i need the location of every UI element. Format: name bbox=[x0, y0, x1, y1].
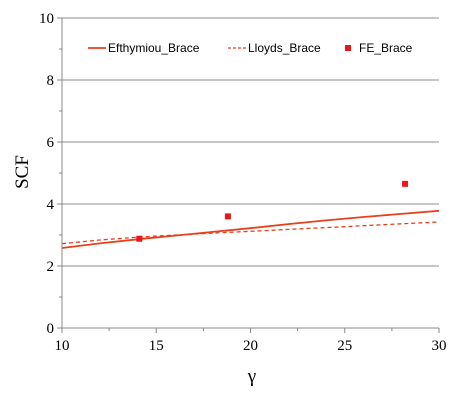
y-tick-label: 0 bbox=[47, 321, 55, 337]
ticks: 0 2 4 6 8 10 10 15 20 25 30 bbox=[39, 11, 447, 354]
y-tick-label: 6 bbox=[47, 135, 55, 151]
y-tick-label: 4 bbox=[47, 197, 55, 213]
efthymiou-brace-line bbox=[61, 209, 440, 249]
legend-label: Lloyds_Brace bbox=[248, 41, 321, 55]
x-tick-label: 30 bbox=[432, 338, 447, 354]
legend: Efthymiou_Brace Lloyds_Brace FE_Brace bbox=[88, 41, 413, 55]
y-tick-label: 8 bbox=[47, 73, 55, 89]
x-tick-label: 20 bbox=[243, 338, 258, 354]
plot-area bbox=[62, 18, 439, 328]
fe-brace-point bbox=[136, 235, 143, 242]
x-tick-label: 15 bbox=[149, 338, 164, 354]
y-tick-label: 10 bbox=[39, 11, 54, 27]
y-tick-label: 2 bbox=[47, 259, 55, 275]
legend-label: Efthymiou_Brace bbox=[108, 41, 200, 55]
series-layer bbox=[61, 180, 440, 249]
fe-brace-point bbox=[224, 213, 231, 220]
fe-brace-point bbox=[402, 180, 409, 187]
legend-marker-fe-brace bbox=[345, 45, 351, 51]
legend-label: FE_Brace bbox=[359, 41, 413, 55]
gridlines bbox=[62, 17, 439, 267]
x-tick-label: 10 bbox=[55, 338, 70, 354]
x-axis-title: γ bbox=[247, 366, 256, 387]
lloyds-brace-line bbox=[61, 221, 440, 245]
x-tick-label: 25 bbox=[337, 338, 352, 354]
y-axis-title: SCF bbox=[12, 155, 33, 189]
